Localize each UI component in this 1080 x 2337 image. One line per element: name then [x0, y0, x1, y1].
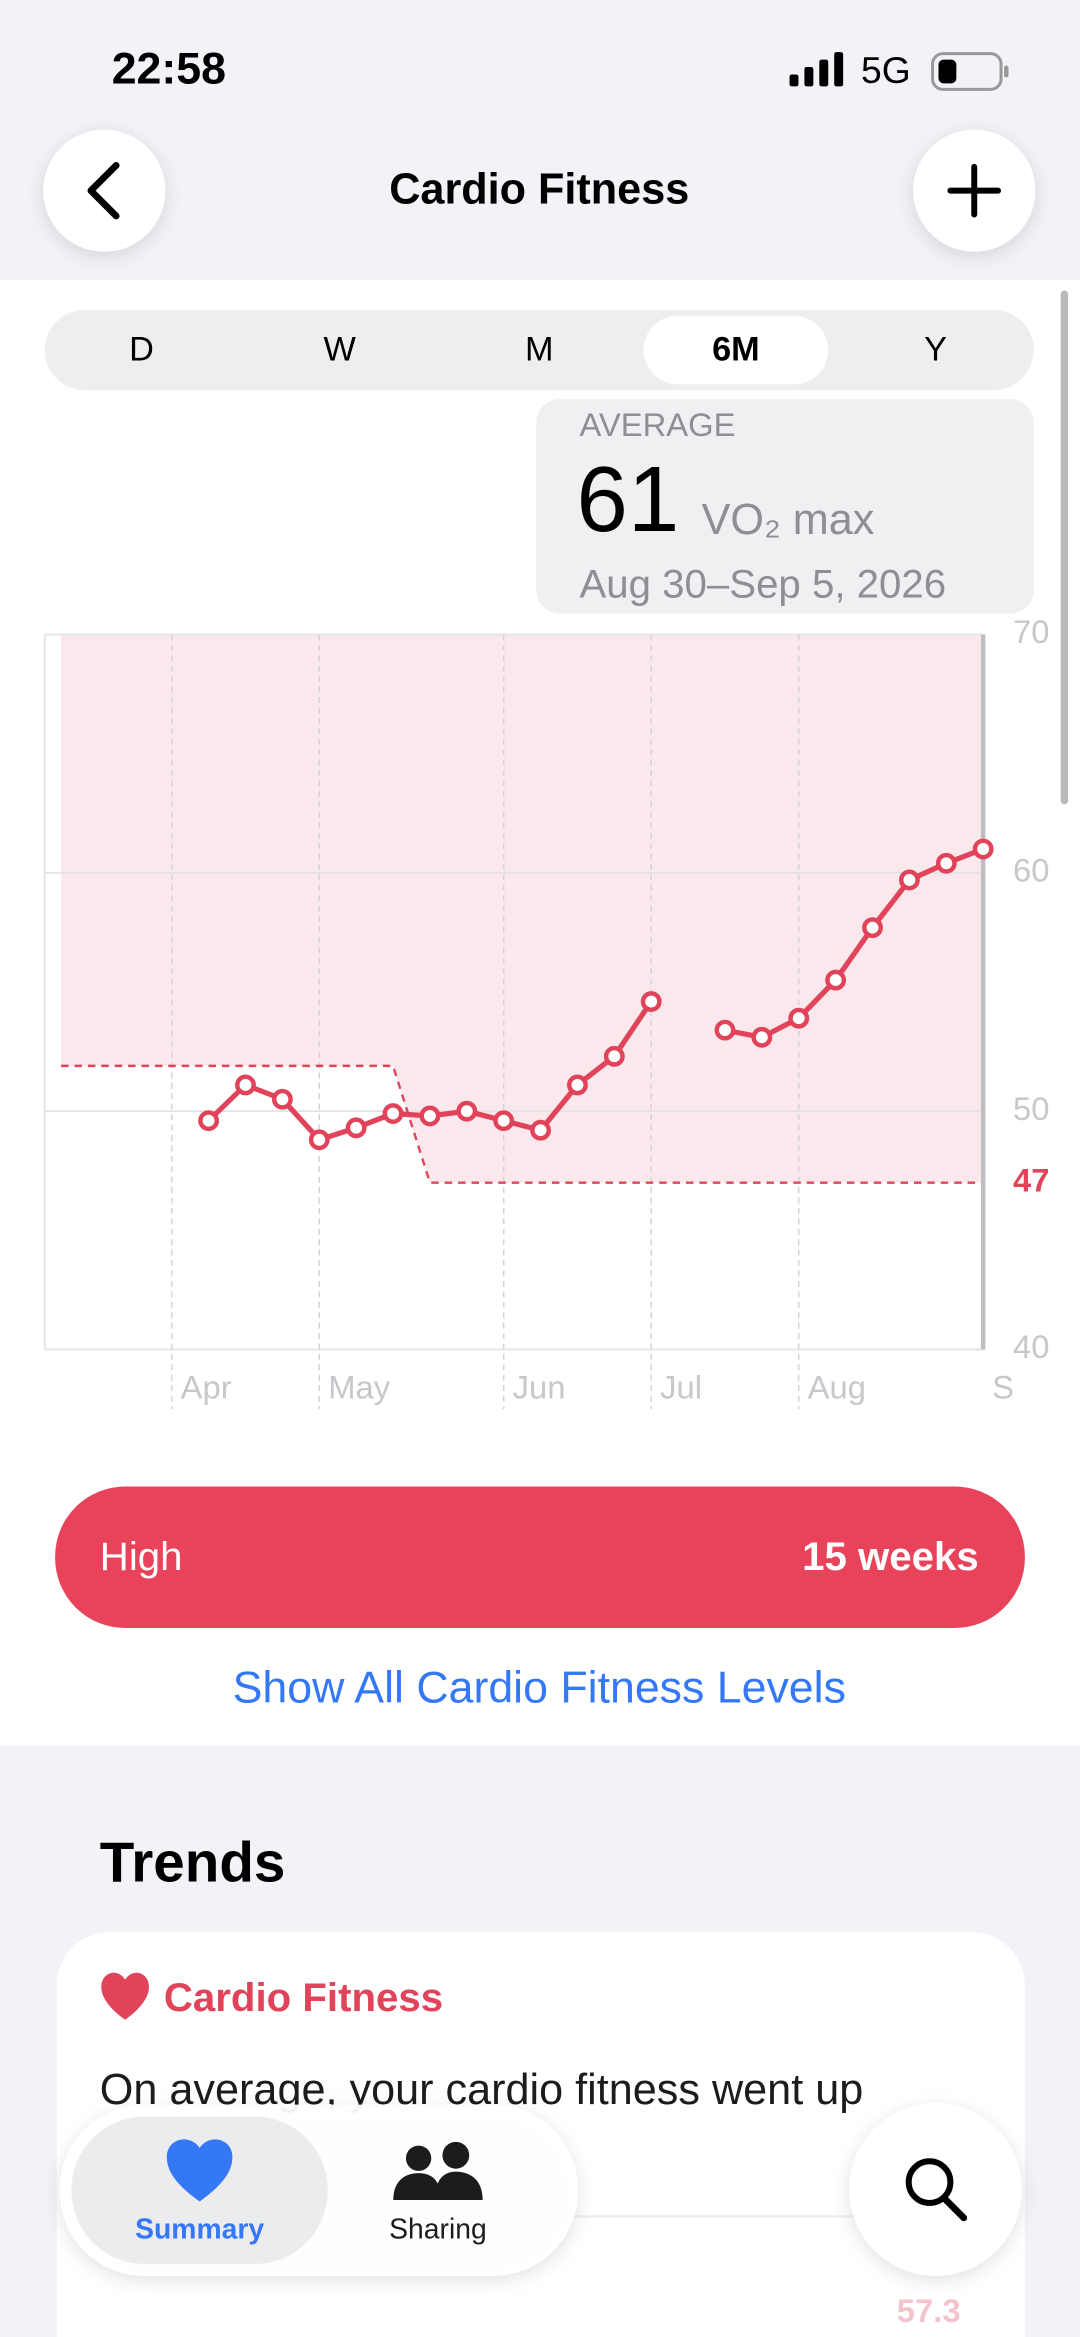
- data-point: [972, 838, 994, 860]
- segment-label[interactable]: 6M: [712, 331, 760, 369]
- data-point: [345, 1117, 367, 1139]
- threshold-line: [61, 1064, 984, 1184]
- nav-title: Cardio Fitness: [389, 166, 689, 214]
- data-point: [825, 969, 847, 991]
- data-point: [198, 1110, 220, 1132]
- segment-label[interactable]: Y: [924, 331, 947, 369]
- data-point: [603, 1045, 625, 1067]
- data-point: [788, 1007, 810, 1029]
- level-duration: 15 weeks: [802, 1534, 979, 1579]
- summary-value: 61: [576, 447, 679, 551]
- x-tick-label: Jun: [513, 1368, 566, 1405]
- header-bg: [0, 0, 1080, 281]
- summary-unit: VO₂ max: [702, 496, 875, 544]
- time: 22:58: [112, 44, 226, 93]
- x-tick-label: May: [328, 1368, 391, 1405]
- data-point: [640, 991, 662, 1012]
- chart: 40 50 60 70 Apr May Jun Jul Aug S 47: [43, 613, 1049, 1410]
- level-pill[interactable]: [55, 1486, 1025, 1629]
- data-point: [751, 1026, 773, 1048]
- sharing-icon[interactable]: [393, 2141, 483, 2200]
- heart-icon: [101, 1972, 149, 2020]
- network: 5G: [861, 49, 911, 91]
- data-point: [714, 1019, 736, 1041]
- y-tick-label: 60: [1013, 851, 1049, 888]
- levels-link[interactable]: Show All Cardio Fitness Levels: [233, 1663, 846, 1712]
- threshold-label: 47: [1013, 1161, 1049, 1198]
- data-point: [493, 1110, 515, 1132]
- segment-label[interactable]: D: [129, 331, 154, 369]
- segment-label[interactable]: M: [525, 331, 554, 369]
- data-point: [235, 1074, 256, 1096]
- data-point: [862, 917, 883, 939]
- data-point: [419, 1105, 441, 1127]
- data-point: [382, 1103, 404, 1124]
- data-point: [898, 869, 920, 891]
- summary-date: Aug 30–Sep 5, 2026: [579, 561, 946, 606]
- y-tick-label: 70: [1013, 613, 1049, 650]
- segment-selected: [643, 315, 829, 385]
- data-point: [308, 1129, 330, 1151]
- x-tick-label: Apr: [181, 1368, 232, 1405]
- peek-value: 57.3: [897, 2292, 961, 2329]
- scrollbar: [1060, 290, 1069, 805]
- segment-label[interactable]: W: [323, 331, 356, 369]
- x-tick-label: S: [992, 1368, 1014, 1405]
- y-tick-label: 50: [1013, 1090, 1049, 1127]
- x-tick-label: Aug: [808, 1368, 866, 1405]
- data-point: [271, 1088, 293, 1110]
- tab-label[interactable]: Sharing: [389, 2213, 487, 2245]
- add-button[interactable]: [913, 129, 1036, 252]
- trend-card-title: Cardio Fitness: [164, 1975, 443, 2020]
- tab-label[interactable]: Summary: [135, 2213, 264, 2245]
- x-tick-label: Jul: [660, 1368, 702, 1405]
- data-point: [456, 1100, 478, 1122]
- battery-icon: [931, 52, 1009, 91]
- summary-label: AVERAGE: [579, 406, 735, 443]
- high-range-band: [61, 634, 984, 1183]
- data-point: [567, 1074, 588, 1096]
- search-button[interactable]: [849, 2103, 1022, 2276]
- signal-icon: [789, 52, 844, 87]
- data-point: [935, 852, 957, 874]
- trends-title: Trends: [100, 1830, 286, 1893]
- summary-icon[interactable]: [166, 2139, 233, 2202]
- y-tick-label: 40: [1013, 1328, 1049, 1365]
- summary-box: [536, 399, 1034, 614]
- back-button[interactable]: [43, 129, 166, 252]
- level-name: High: [100, 1534, 183, 1579]
- data-point: [530, 1119, 551, 1141]
